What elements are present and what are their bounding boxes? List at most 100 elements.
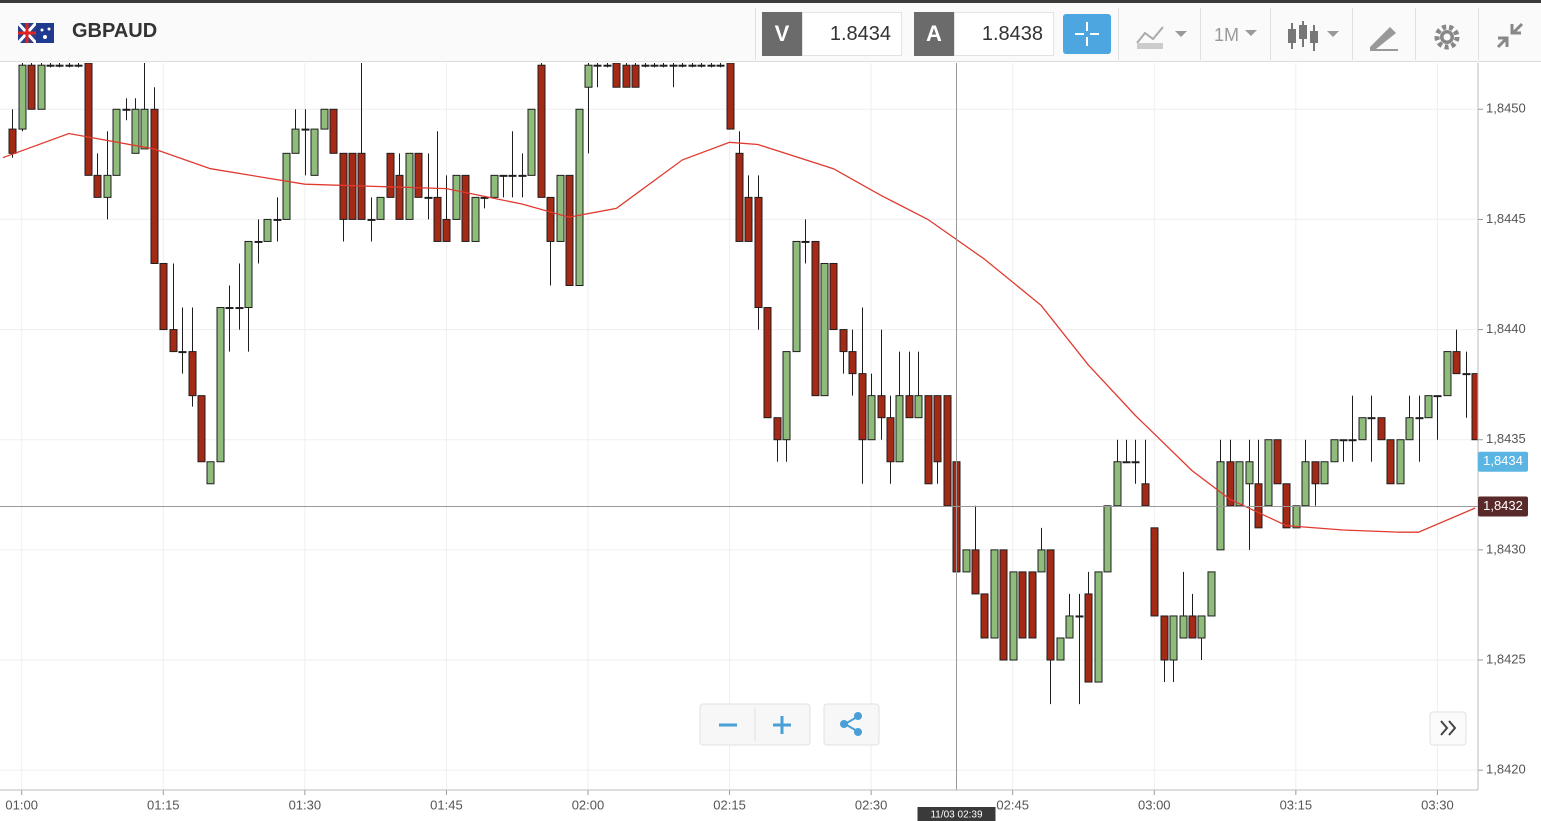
candle-body [527,108,536,176]
candle-body [508,174,517,177]
candle-body [273,218,282,221]
draw-button[interactable] [1368,21,1400,51]
x-tick-label: 03:15 [1280,797,1313,812]
indicators-button[interactable] [1135,21,1191,51]
candle-body [933,395,942,463]
timeframe-button[interactable]: 1M [1214,25,1240,45]
candle-body [471,196,480,242]
candle-body [811,240,820,397]
candle-body [301,128,310,131]
flag-icon [18,23,54,43]
candle-body [1264,439,1273,507]
candle-body [1131,461,1140,464]
scroll-right-button[interactable] [1429,711,1467,746]
sell-button[interactable]: V [762,12,802,56]
candle-body [188,351,197,397]
candle-body [1065,615,1074,639]
candle-body [1046,549,1055,661]
x-tick-label: 01:45 [430,797,463,812]
symbol: GBPAUD [72,20,158,42]
candle-body [584,64,593,88]
candle-body [546,196,555,242]
candle-body [499,174,508,177]
candle-body [1254,483,1263,529]
candle-body [867,395,876,441]
candle-body [877,395,886,419]
candle-body [1311,461,1320,485]
candle-body [801,240,810,243]
candle-body [405,152,414,220]
candle-body [716,64,725,67]
zoom-out-button[interactable] [700,704,755,745]
candle-body [707,64,716,67]
candle-body [376,196,385,220]
candle-body [1348,439,1357,442]
chart-type-button[interactable] [1287,19,1343,53]
candle-body [235,307,244,310]
sell-price: 1.8434 [802,12,902,56]
candle-body [244,240,253,309]
share-button[interactable] [823,703,880,746]
zoom-in-button[interactable] [755,704,810,745]
candle-body [980,593,989,639]
candle-body [206,461,215,485]
candle-body [1018,571,1027,639]
candle-body [1122,461,1131,464]
candle-body [1405,417,1414,441]
candle-body [565,174,574,287]
candle-body [1443,351,1452,397]
divider [1478,8,1479,60]
x-tick-label: 02:45 [996,797,1029,812]
candle-body [782,351,791,441]
candle-body [1084,593,1093,683]
candle-body [612,63,621,88]
candle-body [1188,615,1197,639]
x-tick-label: 02:15 [713,797,746,812]
candle-body [367,218,376,221]
settings-button[interactable] [1432,22,1462,52]
candle-body [1169,615,1178,661]
candle-body [971,549,980,595]
fullscreen-button[interactable] [1494,21,1526,51]
candle-body [905,395,914,419]
candle-body [386,152,395,198]
candle-body [103,174,112,198]
candle-body [622,64,631,88]
candle-body [1292,505,1301,529]
candle-body [1424,395,1433,419]
candle-body [74,64,83,67]
candle-body [1207,571,1216,617]
candle-body [1330,439,1339,463]
candle-body [254,240,263,243]
divider [1415,8,1416,60]
candle-body [461,174,470,242]
candle-body [1358,417,1367,441]
candle-body [1377,417,1386,441]
plot-area [0,63,1478,790]
candle-body [1471,373,1478,441]
candle-body [593,64,602,67]
candle-body [329,108,338,154]
candle-body [1433,395,1442,398]
buy-button[interactable]: A [914,12,954,56]
candle-body [735,152,744,242]
candle-body [140,108,149,150]
x-tick-label: 01:30 [289,797,322,812]
candle-body [1103,505,1112,573]
candle-body [886,417,895,463]
crosshair-button[interactable] [1063,14,1111,54]
candle-body [1094,571,1103,683]
candle-body [763,307,772,419]
candle-body [310,128,319,176]
candle-body [1197,615,1206,639]
divider [1270,8,1271,60]
candle-body [1367,417,1376,420]
y-tick-label: 1,8445 [1486,211,1526,226]
candle-body [1150,527,1159,617]
candle-body [480,196,489,199]
candle-body [556,174,565,242]
candle-body [1028,571,1037,639]
x-tick-label: 02:30 [855,797,888,812]
candle-body [1245,461,1254,485]
